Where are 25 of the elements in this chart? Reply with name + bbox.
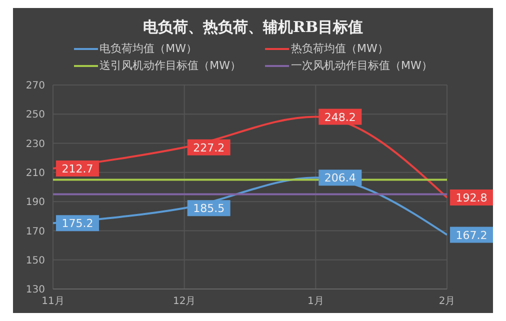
legend-label: 热负荷均值（MW） bbox=[291, 41, 388, 56]
data-label: 175.2 bbox=[62, 217, 94, 230]
y-tick-label: 270 bbox=[26, 80, 45, 92]
x-tick-label: 12月 bbox=[172, 296, 196, 308]
data-label: 212.7 bbox=[62, 162, 94, 176]
y-tick-label: 210 bbox=[26, 168, 45, 179]
data-label: 185.5 bbox=[193, 202, 225, 216]
y-tick-label: 130 bbox=[26, 284, 45, 296]
legend-label: 一次风机动作目标值（MW） bbox=[291, 58, 432, 73]
x-tick-label: 2月 bbox=[438, 296, 456, 308]
data-label: 227.2 bbox=[193, 141, 225, 154]
chart-title: 电负荷、热负荷、辅机RB目标值 bbox=[142, 17, 364, 37]
y-tick-label: 150 bbox=[26, 255, 45, 266]
legend-label: 送引风机动作目标值（MW） bbox=[100, 58, 241, 73]
y-tick-label: 230 bbox=[26, 138, 45, 150]
x-tick-label: 1月 bbox=[307, 296, 324, 308]
x-tick-label: 11月 bbox=[42, 296, 64, 308]
legend-label: 电负荷均值（MW） bbox=[100, 41, 197, 56]
data-label: 167.2 bbox=[456, 228, 488, 242]
data-label: 192.8 bbox=[456, 191, 488, 204]
y-tick-label: 250 bbox=[26, 110, 45, 121]
data-label: 206.4 bbox=[324, 172, 356, 185]
y-tick-label: 190 bbox=[26, 197, 45, 208]
data-label: 248.2 bbox=[324, 110, 356, 124]
y-tick-label: 170 bbox=[26, 226, 45, 238]
